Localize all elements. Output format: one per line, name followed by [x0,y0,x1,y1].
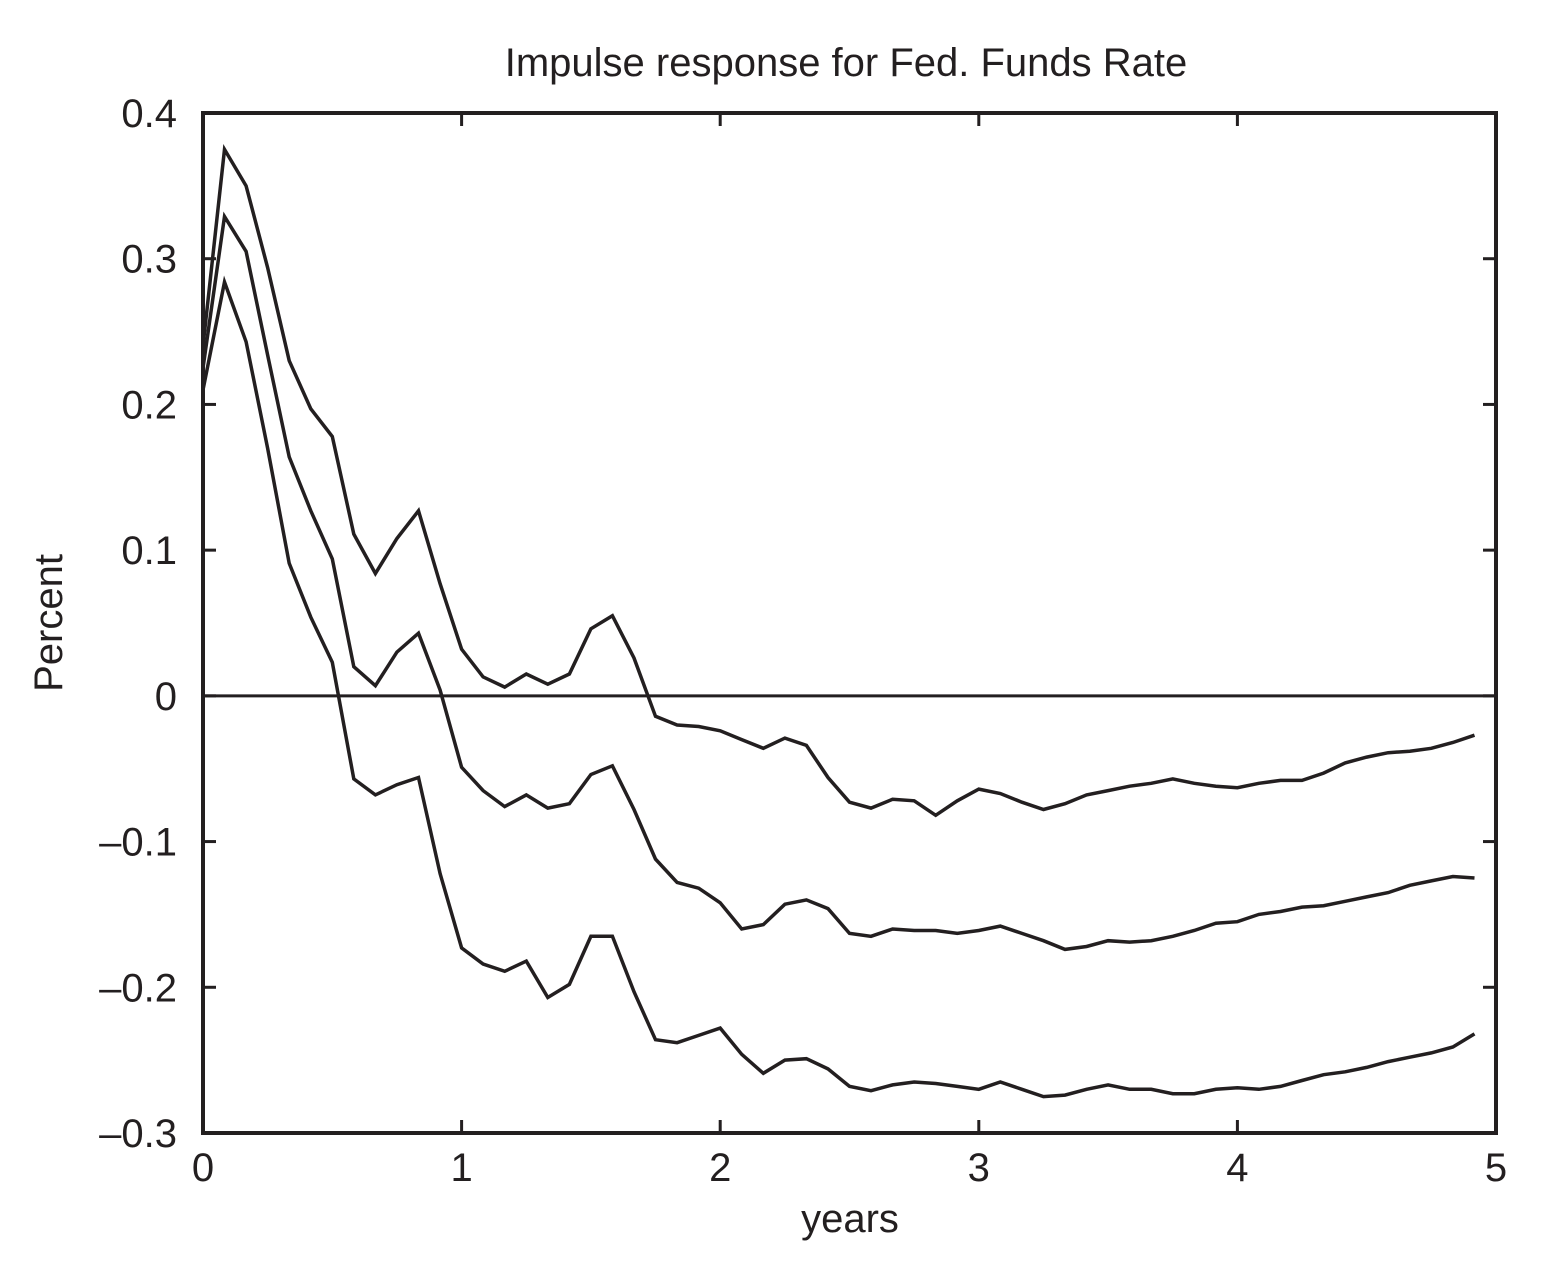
chart-title: Impulse response for Fed. Funds Rate [505,41,1188,85]
y-tick-label: 0.1 [121,529,177,573]
series-lines [201,143,1496,1099]
series-lower-band [201,275,1476,1099]
y-tick-label: 0.3 [121,238,177,282]
series-upper-band [201,143,1476,818]
y-tick-label: –0.1 [99,821,177,865]
plot-frame [201,111,1498,1135]
x-tick-label: 1 [450,1146,472,1190]
y-axis-label: Percent [27,554,71,692]
x-tick-label: 3 [968,1146,990,1190]
series-point-estimate [201,211,1475,952]
y-tick-label: –0.2 [99,966,177,1010]
y-tick-label: 0.2 [121,383,177,427]
axis-ticks [201,111,1498,1135]
x-tick-label: 0 [192,1146,214,1190]
y-tick-label: 0 [155,675,177,719]
x-tick-label: 2 [709,1146,731,1190]
x-axis-label: years [801,1197,899,1241]
y-tick-label: –0.3 [99,1112,177,1156]
tick-labels: 0 1 2 3 4 5 0.4 0.3 0.2 0.1 0 –0.1 –0.2 –0.3 [99,92,1507,1190]
x-tick-label: 5 [1485,1146,1507,1190]
x-tick-label: 4 [1226,1146,1248,1190]
y-tick-label: 0.4 [121,92,177,136]
